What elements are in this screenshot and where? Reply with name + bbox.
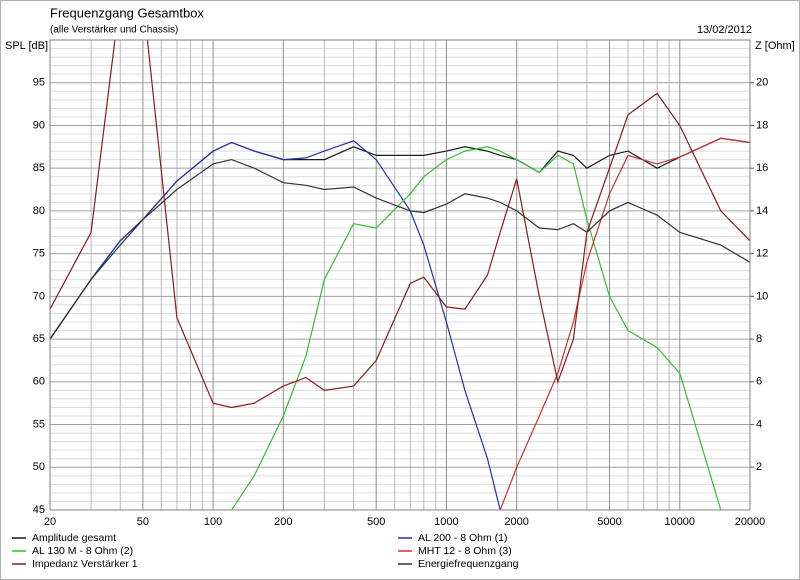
y-tick-label: 90 [33,119,45,131]
series-line [499,137,750,510]
x-tick-label: 5000 [597,516,621,528]
plot-border [49,39,751,511]
legend-label: AL 200 - 8 Ohm (1) [418,532,507,544]
x-tick-label: 2000 [504,516,528,528]
y-axis-label: SPL [dB] [5,40,48,52]
legend-label: MHT 12 - 8 Ohm (3) [418,545,512,557]
chart-subtitle: (alle Verstärker und Chassis) [50,25,178,36]
series-line [231,146,722,510]
y2-tick-label: 18 [756,119,768,131]
x-tick-label: 1000 [434,516,458,528]
x-tick-label: 20 [44,516,56,528]
series-line [50,40,750,409]
legend-label: Energiefrequenzgang [418,558,519,570]
y-tick-label: 65 [33,333,45,345]
x-tick-label: 10000 [664,516,695,528]
y2-tick-label: 4 [756,418,762,430]
y2-tick-label: 2 [756,461,762,473]
y2-axis-label: Z [Ohm] [755,40,795,52]
y2-tick-label: 12 [756,248,768,260]
y-tick-label: 50 [33,461,45,473]
y2-tick-label: 10 [756,290,768,302]
y-tick-label: 70 [33,290,45,302]
plot [50,40,750,510]
x-tick-label: 100 [204,516,222,528]
y2-tick-label: 20 [756,77,768,89]
y2-tick-label: 8 [756,333,762,345]
y-tick-label: 45 [33,504,45,516]
y2-tick-label: 6 [756,376,762,388]
y-tick-label: 85 [33,162,45,174]
x-tick-label: 50 [137,516,149,528]
y-tick-label: 60 [33,376,45,388]
legend-label: Impedanz Verstärker 1 [32,558,138,570]
y-tick-label: 55 [33,418,45,430]
x-tick-label: 200 [274,516,292,528]
y2-tick-label: 14 [756,205,768,217]
y-tick-label: 75 [33,248,45,260]
x-tick-label: 500 [367,516,385,528]
y-tick-label: 80 [33,205,45,217]
chart-title: Frequenzgang Gesamtbox [50,5,204,20]
legend-label: AL 130 M - 8 Ohm (2) [32,545,133,557]
grid [49,40,751,511]
series-line [50,158,750,340]
y-tick-label: 95 [33,77,45,89]
date: 13/02/2012 [697,24,752,36]
y2-tick-label: 16 [756,162,768,174]
legend-label: Amplitude gesamt [32,532,116,544]
x-tick-label: 20000 [735,516,766,528]
